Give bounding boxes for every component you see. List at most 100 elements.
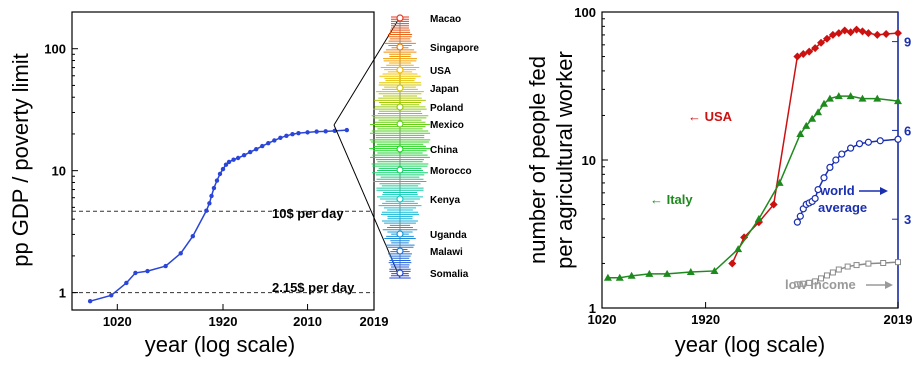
world-data-point bbox=[811, 194, 819, 203]
gdp-data-point bbox=[247, 149, 253, 155]
italy-data-point bbox=[796, 129, 805, 137]
usa-data-point bbox=[799, 50, 808, 59]
world-data-point bbox=[826, 163, 834, 171]
italy-data-point bbox=[627, 271, 636, 279]
italy-data-point bbox=[825, 94, 834, 102]
left-x-axis-ticks: 1020 1920 2010 2019 bbox=[103, 304, 388, 329]
low-income-data-point bbox=[844, 263, 851, 270]
right-y2-tick-label: 6 bbox=[904, 123, 911, 138]
right-y-axis-ticks: 1 10 100 bbox=[574, 5, 608, 316]
country-marker bbox=[396, 103, 404, 111]
low-income-data-point bbox=[865, 260, 872, 267]
gdp-data-point bbox=[178, 251, 183, 256]
usa-data-point bbox=[728, 259, 737, 268]
country-marker bbox=[396, 269, 404, 277]
italy-data-point bbox=[615, 273, 624, 281]
gdp-data-point bbox=[226, 159, 232, 165]
gdp-data-point bbox=[217, 171, 223, 177]
right-x-tick-label: 2019 bbox=[884, 312, 913, 327]
right-y2-tick-label: 3 bbox=[904, 212, 911, 227]
gdp-data-point bbox=[124, 280, 129, 286]
left-y-axis-ticks: 1 10 100 bbox=[44, 42, 78, 301]
usa-data-point bbox=[864, 29, 873, 38]
world-arrow-icon bbox=[859, 187, 888, 195]
country-marker bbox=[396, 120, 404, 128]
usa-data-point bbox=[840, 26, 849, 35]
wedge-line-bottom bbox=[333, 124, 401, 279]
country-label: Mexico bbox=[430, 120, 464, 131]
world-data-point bbox=[855, 140, 864, 148]
gdp-data-point bbox=[207, 201, 212, 206]
usa-data-point bbox=[882, 30, 891, 39]
right-x-tick-label: 1920 bbox=[691, 312, 720, 327]
left-x-axis-label: year (log scale) bbox=[145, 332, 295, 357]
right-x-tick-label: 1020 bbox=[588, 312, 617, 327]
reference-label-10-dollar: 10$ per day bbox=[272, 206, 344, 221]
low-income-data-point bbox=[806, 279, 813, 286]
world-data-point bbox=[814, 186, 822, 194]
right-y2-axis-ticks: 3 6 9 bbox=[892, 12, 911, 308]
right-x-axis-label: year (log scale) bbox=[675, 332, 825, 357]
left-reference-lines bbox=[72, 210, 374, 294]
low-income-data-point bbox=[794, 281, 801, 288]
low-income-data-point bbox=[829, 269, 836, 276]
country-label: China bbox=[430, 145, 458, 156]
usa-data-point bbox=[858, 27, 867, 36]
usa-data-point bbox=[894, 29, 902, 38]
right-y2-tick-label: 9 bbox=[904, 35, 911, 50]
country-label: Malawi bbox=[430, 247, 463, 258]
gdp-data-point bbox=[235, 155, 241, 161]
usa-data-point bbox=[805, 47, 814, 56]
country-marker bbox=[396, 43, 404, 51]
gdp-data-point bbox=[314, 129, 319, 134]
gdp-data-point bbox=[211, 185, 217, 191]
italy-data-point bbox=[820, 99, 828, 107]
gdp-data-point bbox=[87, 299, 93, 304]
world-data-point bbox=[793, 218, 801, 226]
gdp-data-point bbox=[284, 133, 289, 139]
italy-data-point bbox=[775, 178, 784, 186]
world-data-point bbox=[820, 174, 828, 182]
country-marker bbox=[396, 14, 404, 22]
gdp-data-point bbox=[223, 162, 229, 167]
country-label: Somalia bbox=[430, 269, 469, 280]
world-data-point bbox=[847, 144, 855, 152]
right-y-tick-label: 1 bbox=[589, 301, 596, 316]
country-marker bbox=[396, 195, 404, 203]
low-income-data-point bbox=[895, 259, 901, 266]
italy-data-point bbox=[814, 108, 823, 116]
gdp-data-point bbox=[220, 166, 226, 172]
left-x-tick-label: 1920 bbox=[209, 314, 238, 329]
low-income-data-point bbox=[823, 272, 830, 279]
world-data-point bbox=[876, 137, 884, 145]
italy-data-point bbox=[710, 266, 719, 274]
country-distribution bbox=[369, 14, 431, 279]
italy-data-point bbox=[894, 97, 902, 105]
country-label: USA bbox=[430, 66, 451, 77]
italy-data-point bbox=[663, 269, 672, 277]
world-data-point bbox=[838, 150, 846, 158]
country-label: Macao bbox=[430, 14, 461, 25]
country-label: Japan bbox=[430, 84, 459, 95]
country-label: Morocco bbox=[430, 166, 472, 177]
country-label: Singapore bbox=[430, 43, 479, 54]
gdp-data-point bbox=[133, 270, 138, 276]
right-y-axis-label-line1: number of people fed bbox=[525, 56, 550, 264]
country-marker bbox=[396, 66, 404, 74]
usa-data-point bbox=[740, 233, 749, 242]
italy-annotation: ← Italy bbox=[650, 192, 693, 207]
left-y-axis-label: pp GDP / poverty limit bbox=[8, 53, 33, 267]
right-x-axis-ticks: 1020 1920 2019 bbox=[588, 302, 913, 327]
world-annotation-line2: average bbox=[818, 200, 867, 215]
usa-data-point bbox=[846, 28, 855, 37]
gdp-data-point bbox=[145, 268, 150, 274]
low-income-data-point bbox=[812, 278, 819, 285]
low-income-annotation: low income bbox=[785, 277, 856, 292]
italy-data-point bbox=[808, 114, 817, 122]
right-y-tick-label: 10 bbox=[582, 153, 596, 168]
usa-data-point bbox=[793, 52, 802, 61]
low-income-data-point bbox=[818, 275, 825, 282]
country-marker bbox=[396, 247, 404, 255]
italy-data-point bbox=[645, 269, 654, 277]
